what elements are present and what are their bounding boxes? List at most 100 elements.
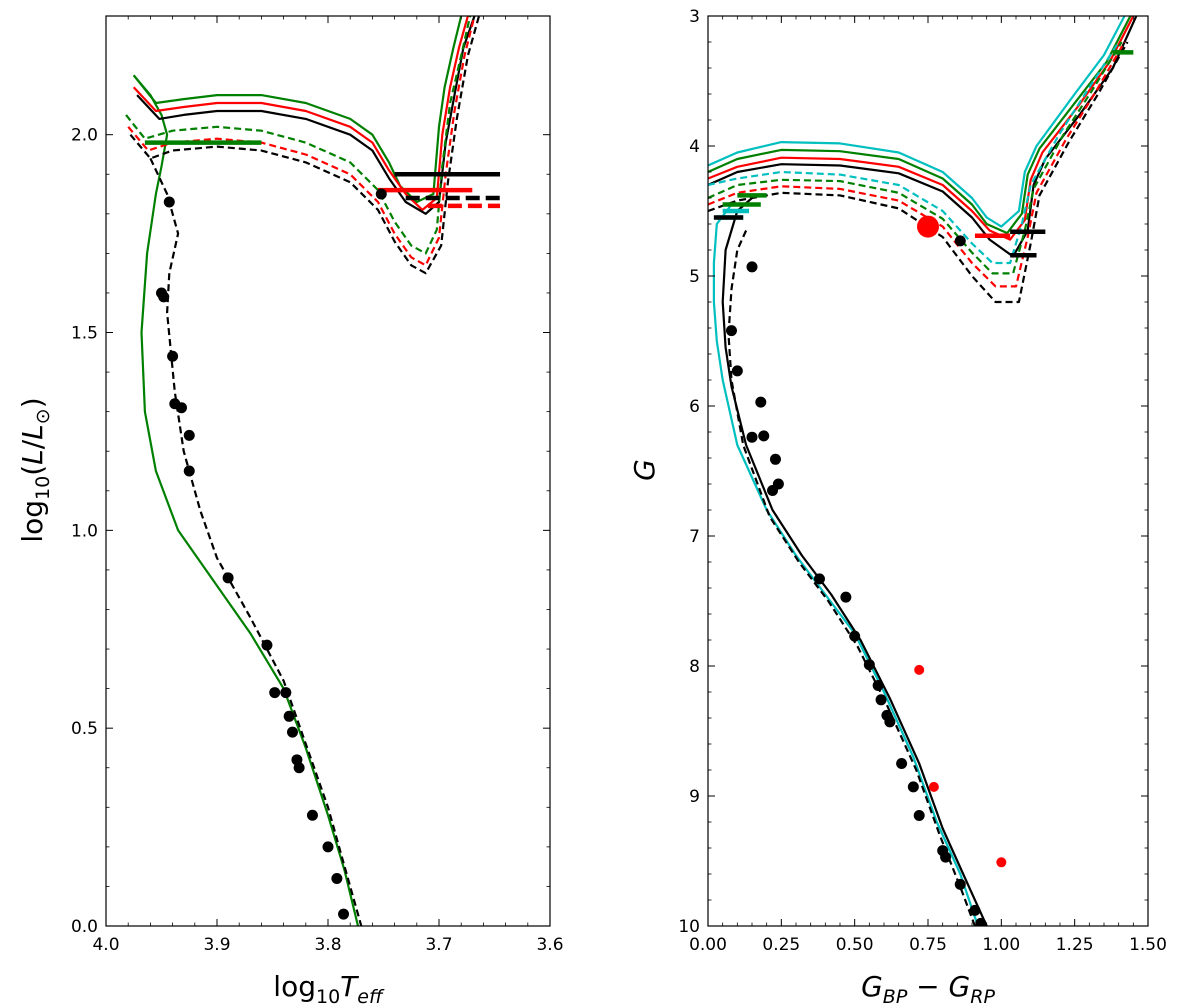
series-line-black-solid-3 [136, 16, 476, 215]
cmd-panel: 0.00 0.25 0.50 0.75 1.00 1.25 1.50 3 4 5 6 7 8 9 10 GB… [628, 7, 1167, 1004]
x-tick-label: 0.25 [762, 935, 800, 955]
series-line-cyan-dashed-4 [708, 41, 1120, 265]
hr-x-label-t: T [340, 970, 359, 1003]
series-line-green-solid-0 [132, 74, 360, 926]
series-line-black-solid-3 [708, 16, 1138, 258]
y-tick-label: 1.0 [71, 521, 98, 541]
data-point-black-5 [175, 402, 187, 414]
data-point-black-19 [338, 908, 350, 920]
series-line-green-solid-1 [708, 16, 1132, 235]
cmd-ticks: 0.00 0.25 0.50 0.75 1.00 1.25 1.50 3 4 5 6 7 8 9 10 [678, 7, 1167, 955]
y-tick-label: 0.0 [71, 917, 98, 937]
y-tick-label: 6 [689, 397, 700, 417]
y-tick-label: 5 [689, 267, 700, 287]
data-point-black-1 [731, 365, 743, 377]
y-tick-label: 10 [678, 917, 700, 937]
series-line-black-dashed-10 [727, 230, 976, 926]
data-point-black-23 [969, 904, 981, 916]
data-point-black-13 [872, 680, 884, 691]
data-point-black-11 [280, 687, 292, 699]
data-point-black-12 [283, 710, 295, 722]
series-line-red-solid-2 [132, 16, 469, 211]
hr-diagram-x-label: log10Teff [273, 970, 385, 1004]
data-point-black-5 [758, 430, 770, 442]
data-point-black-7 [769, 453, 781, 465]
x-tick-label: 1.00 [982, 935, 1020, 955]
series-line-black-solid-9 [721, 197, 988, 926]
hr-diagram-y-label: log10(L/L⊙) [16, 397, 54, 542]
cmd-y-label: G [628, 459, 661, 481]
data-point-black-4 [755, 396, 767, 408]
x-tick-label: 3.9 [203, 935, 230, 955]
data-point-black-9 [261, 639, 273, 651]
x-tick-label: 4.0 [92, 935, 119, 955]
data-point-black-16 [306, 809, 318, 821]
data-point-red-2 [996, 857, 1007, 868]
data-point-black-22 [954, 878, 966, 890]
data-point-black-2 [746, 261, 758, 273]
x-tick-label: 1.50 [1129, 935, 1167, 955]
series-line-black-dashed-6 [129, 16, 481, 275]
hr-x-label-log: log [273, 970, 316, 1003]
x-tick-label: 1.25 [1056, 935, 1094, 955]
series-line-cyan-solid-0 [708, 16, 1126, 228]
y-tick-label: 3 [689, 7, 700, 27]
data-point-black-16 [884, 716, 896, 728]
y-tick-label: 4 [689, 137, 700, 157]
plot-clip-group [708, 16, 1138, 926]
x-tick-label: 0.00 [689, 935, 727, 955]
y-tick-label: 8 [689, 657, 700, 677]
data-point-black-17 [322, 841, 334, 853]
data-point-black-14 [875, 694, 887, 706]
x-tick-label: 0.75 [909, 935, 947, 955]
data-point-black-8 [772, 478, 784, 490]
data-point-black-10 [840, 591, 852, 603]
cmd-x-label: GBP − GRP [861, 970, 995, 1004]
hr-x-label-sub: 10 [316, 986, 340, 1004]
series-line-red-dashed-6 [708, 41, 1126, 288]
data-point-black-3 [746, 431, 758, 443]
hr-diagram-panel: 4.0 3.9 3.8 3.7 3.6 0.0 0.5 1.0 1.5 2.0 log10Teff… [16, 15, 564, 1004]
hr-diagram-frame [105, 15, 551, 927]
data-point-black-3 [167, 350, 179, 362]
data-point-black-20 [375, 188, 387, 200]
data-point-black-21 [940, 851, 952, 863]
data-point-black-8 [222, 572, 234, 584]
y-tick-label: 7 [689, 527, 700, 547]
hr-diagram-ticks: 4.0 3.9 3.8 3.7 3.6 0.0 0.5 1.0 1.5 2.0 [71, 16, 564, 955]
series-line-green-solid-1 [132, 16, 463, 204]
y-tick-label: 9 [689, 787, 700, 807]
series-line-green-dashed-5 [708, 41, 1123, 275]
series-line-black-dashed-7 [708, 41, 1129, 304]
data-point-black-0 [725, 325, 737, 337]
series-line-green-dashed-4 [125, 16, 472, 255]
hr-diagram-plot-area [125, 16, 501, 926]
data-point-black-0 [163, 196, 175, 208]
x-tick-label: 3.8 [314, 935, 341, 955]
data-point-black-9 [813, 573, 825, 585]
data-point-red-1 [928, 781, 939, 792]
y-tick-label: 2.0 [71, 126, 98, 146]
data-point-black-15 [293, 762, 305, 774]
data-point-red-0 [914, 664, 925, 675]
data-point-black-11 [849, 630, 861, 642]
data-point-black-2 [158, 291, 170, 303]
y-tick-label: 0.5 [71, 719, 98, 739]
cmd-frame [707, 15, 1149, 927]
hr-x-label-eff: eff [357, 986, 385, 1004]
plot-clip-group [125, 16, 501, 926]
series-line-black-dashed-7 [149, 157, 363, 926]
data-point-black-13 [286, 726, 298, 738]
x-tick-label: 0.50 [836, 935, 874, 955]
data-point-black-12 [863, 659, 875, 671]
data-point-black-25 [954, 235, 966, 247]
y-tick-label: 1.5 [71, 324, 98, 344]
x-tick-label: 3.6 [536, 935, 563, 955]
data-point-black-18 [331, 873, 343, 885]
data-point-black-17 [896, 758, 908, 769]
data-point-black-6 [183, 429, 195, 441]
data-point-black-7 [183, 465, 195, 477]
x-tick-label: 3.7 [425, 935, 452, 955]
data-point-black-24 [975, 917, 987, 926]
